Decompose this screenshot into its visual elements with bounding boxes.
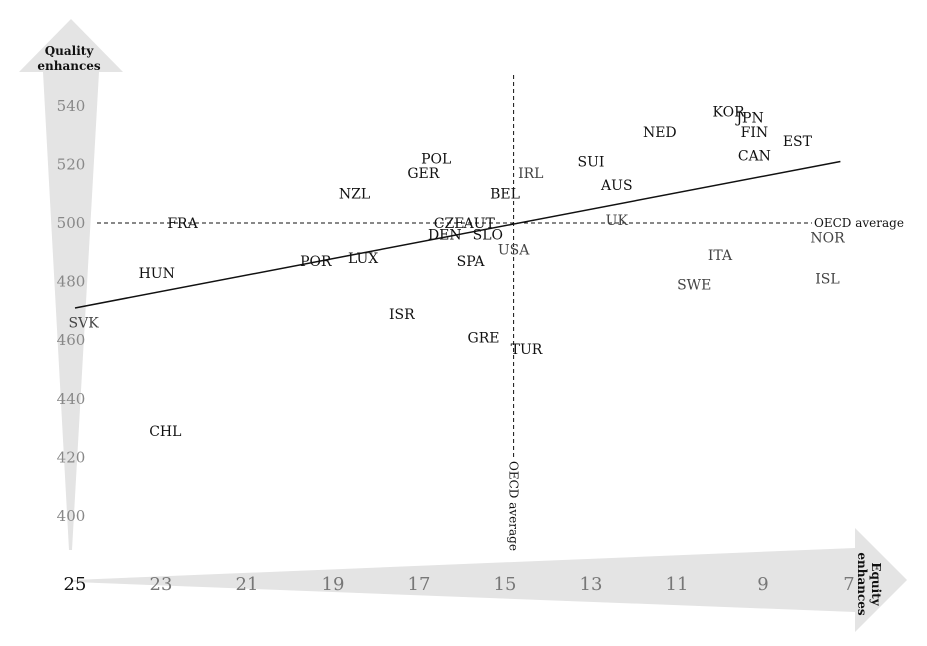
y-tick-label: 540 xyxy=(57,97,86,115)
point-spa: SPA xyxy=(457,254,486,270)
oecd-average-horizontal-label: OECD average xyxy=(814,216,904,230)
point-usa: USA xyxy=(498,242,530,258)
y-tick-label: 400 xyxy=(57,507,86,525)
x-tick-label: 15 xyxy=(494,574,517,595)
y-axis-title-line2: enhances xyxy=(37,59,101,73)
point-irl: IRL xyxy=(518,166,543,182)
point-tur: TUR xyxy=(511,342,543,358)
x-tick-label: 13 xyxy=(580,574,603,595)
x-tick-label: 9 xyxy=(757,574,768,595)
point-jpn: JPN xyxy=(734,111,763,127)
x-tick-label: 17 xyxy=(408,574,431,595)
equity-arrow xyxy=(73,528,907,632)
y-tick-label: 440 xyxy=(57,390,86,408)
point-fra: FRA xyxy=(167,216,198,232)
y-axis-title-line1: Quality xyxy=(45,44,95,58)
y-tick-label: 460 xyxy=(57,331,86,349)
x-tick-label: 11 xyxy=(666,574,689,595)
y-tick-label: 420 xyxy=(57,448,86,466)
point-aut: AUT xyxy=(463,216,496,232)
x-tick-label: 21 xyxy=(236,574,259,595)
point-gre: GRE xyxy=(468,330,500,346)
x-tick-label: 7 xyxy=(843,574,854,595)
x-axis-title-line1: Equity xyxy=(869,562,883,606)
y-ticks: 400 420 440 460 480 500 520 540 xyxy=(57,97,86,525)
point-chl: CHL xyxy=(149,424,181,440)
point-slo: SLO xyxy=(473,228,503,244)
point-svk: SVK xyxy=(69,316,100,332)
x-tick-label: 19 xyxy=(322,574,345,595)
point-kor: KOR xyxy=(713,105,746,121)
point-ned: NED xyxy=(643,125,677,141)
point-isl: ISL xyxy=(815,272,839,288)
point-uk: UK xyxy=(606,213,629,229)
point-pol: POL xyxy=(421,152,451,168)
point-aus: AUS xyxy=(600,178,633,194)
point-fin: FIN xyxy=(741,125,769,141)
y-tick-label: 500 xyxy=(57,214,86,232)
y-tick-label: 520 xyxy=(57,155,86,173)
point-est: EST xyxy=(783,134,813,150)
point-sui: SUI xyxy=(578,154,605,170)
x-tick-label: 23 xyxy=(150,574,173,595)
trend-line xyxy=(74,160,841,309)
point-isr: ISR xyxy=(389,307,415,323)
oecd-average-vertical-label: OECD average xyxy=(507,461,521,551)
point-nzl: NZL xyxy=(339,187,370,203)
point-ita: ITA xyxy=(708,248,733,264)
y-tick-label: 480 xyxy=(57,273,86,291)
point-swe: SWE xyxy=(677,278,711,294)
point-ger: GER xyxy=(407,166,439,182)
point-nor: NOR xyxy=(810,231,845,247)
point-lux: LUX xyxy=(348,251,378,267)
point-can: CAN xyxy=(738,149,771,165)
point-por: POR xyxy=(300,254,332,270)
point-hun: HUN xyxy=(139,266,175,282)
x-tick-label: 25 xyxy=(64,574,87,595)
point-den: DEN xyxy=(428,228,462,244)
x-ticks: 25 23 21 19 17 15 13 11 9 7 xyxy=(64,574,855,595)
quality-arrow xyxy=(19,19,123,550)
x-axis-title-line2: enhances xyxy=(855,552,869,616)
point-bel: BEL xyxy=(490,187,520,203)
point-cze: CZE xyxy=(434,216,465,232)
